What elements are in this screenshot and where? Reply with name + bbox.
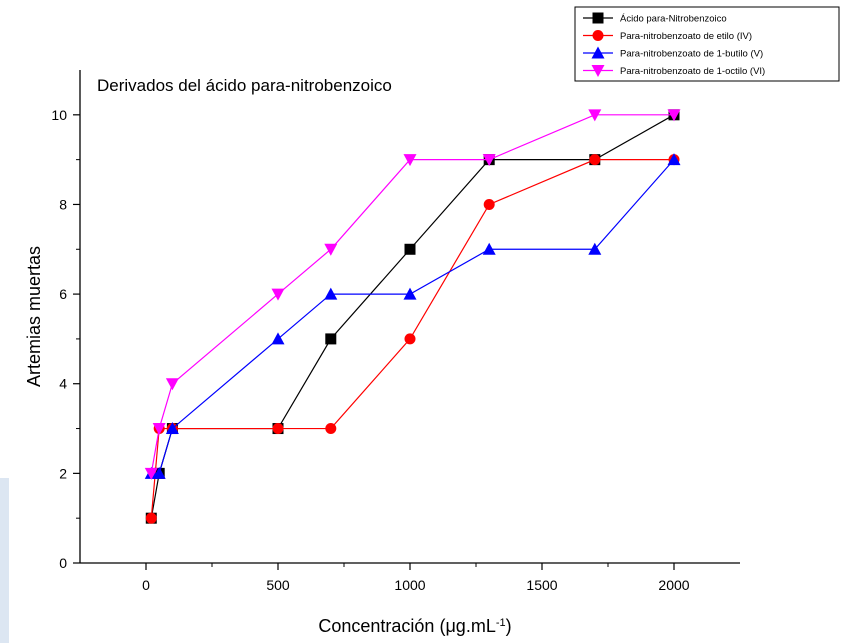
data-point bbox=[271, 332, 285, 345]
y-tick-label: 8 bbox=[59, 196, 67, 212]
data-point bbox=[325, 423, 337, 435]
data-point bbox=[324, 287, 338, 300]
legend-marker bbox=[592, 12, 604, 24]
x-tick-label: 1500 bbox=[526, 577, 557, 593]
legend: Ácido para-Nitrobenzoico Para-nitrobenzoa… bbox=[574, 6, 840, 82]
chart-title: Derivados del ácido para-nitrobenzoico bbox=[97, 76, 392, 95]
data-point bbox=[589, 154, 601, 166]
data-point bbox=[482, 154, 496, 167]
series-line bbox=[150, 114, 675, 519]
series-3 bbox=[144, 153, 681, 479]
x-axis-ticks: 0 500 1000 1500 2000 bbox=[142, 563, 690, 593]
data-point bbox=[324, 243, 338, 256]
legend-label: Para-nitrobenzoato de etilo (IV) bbox=[620, 31, 752, 42]
y-tick-label: 0 bbox=[59, 555, 67, 571]
legend-label: Ácido para-Nitrobenzoico bbox=[620, 14, 727, 25]
data-point bbox=[145, 512, 157, 524]
legend-label: Para-nitrobenzoato de 1-butilo (V) bbox=[620, 49, 763, 60]
data-point bbox=[272, 423, 284, 435]
legend-marker bbox=[591, 65, 605, 77]
y-axis-ticks: 0 2 4 6 8 10 bbox=[51, 107, 80, 571]
x-tick-label: 2000 bbox=[658, 577, 689, 593]
data-point bbox=[403, 287, 417, 300]
data-point bbox=[404, 333, 416, 345]
series-4 bbox=[144, 109, 681, 480]
series-1 bbox=[145, 109, 680, 524]
data-point bbox=[403, 154, 417, 167]
legend-marker bbox=[591, 46, 605, 59]
data-point bbox=[667, 109, 681, 122]
x-axis-title: Concentración (μg.mL-1) bbox=[318, 616, 511, 636]
data-point bbox=[165, 422, 179, 435]
x-axis-title-suffix: ) bbox=[506, 616, 512, 636]
data-point bbox=[144, 467, 158, 480]
series-layer bbox=[144, 109, 681, 524]
data-point bbox=[483, 198, 495, 210]
data-point bbox=[588, 109, 602, 122]
legend-entry: Para-nitrobenzoato de etilo (IV) bbox=[583, 30, 752, 42]
legend-entry: Para-nitrobenzoato de 1-octilo (VI) bbox=[583, 65, 765, 77]
window-edge-strip bbox=[0, 478, 9, 643]
y-tick-label: 2 bbox=[59, 465, 67, 481]
legend-label: Para-nitrobenzoato de 1-octilo (VI) bbox=[620, 66, 765, 77]
data-point bbox=[404, 243, 416, 255]
y-axis-title: Artemias muertas bbox=[24, 246, 44, 387]
data-point bbox=[588, 242, 602, 255]
x-tick-label: 500 bbox=[266, 577, 290, 593]
data-point bbox=[482, 242, 496, 255]
x-tick-label: 0 bbox=[142, 577, 150, 593]
legend-entry: Para-nitrobenzoato de 1-butilo (V) bbox=[583, 46, 763, 60]
y-tick-label: 6 bbox=[59, 286, 67, 302]
data-point bbox=[152, 466, 166, 479]
legend-entry: Ácido para-Nitrobenzoico bbox=[583, 12, 727, 25]
data-point bbox=[271, 288, 285, 301]
data-point bbox=[325, 333, 337, 345]
legend-box bbox=[574, 6, 840, 82]
plot-frame bbox=[79, 70, 740, 564]
series-line bbox=[151, 159, 675, 474]
x-axis-title-superscript: -1 bbox=[496, 617, 506, 629]
x-tick-label: 1000 bbox=[394, 577, 425, 593]
data-point bbox=[667, 153, 681, 166]
data-point bbox=[165, 378, 179, 391]
data-point bbox=[152, 423, 166, 436]
x-axis-title-main: Concentración (μg.mL bbox=[318, 616, 495, 636]
y-tick-label: 4 bbox=[59, 376, 67, 392]
legend-marker bbox=[592, 30, 604, 41]
y-tick-label: 10 bbox=[51, 107, 67, 123]
